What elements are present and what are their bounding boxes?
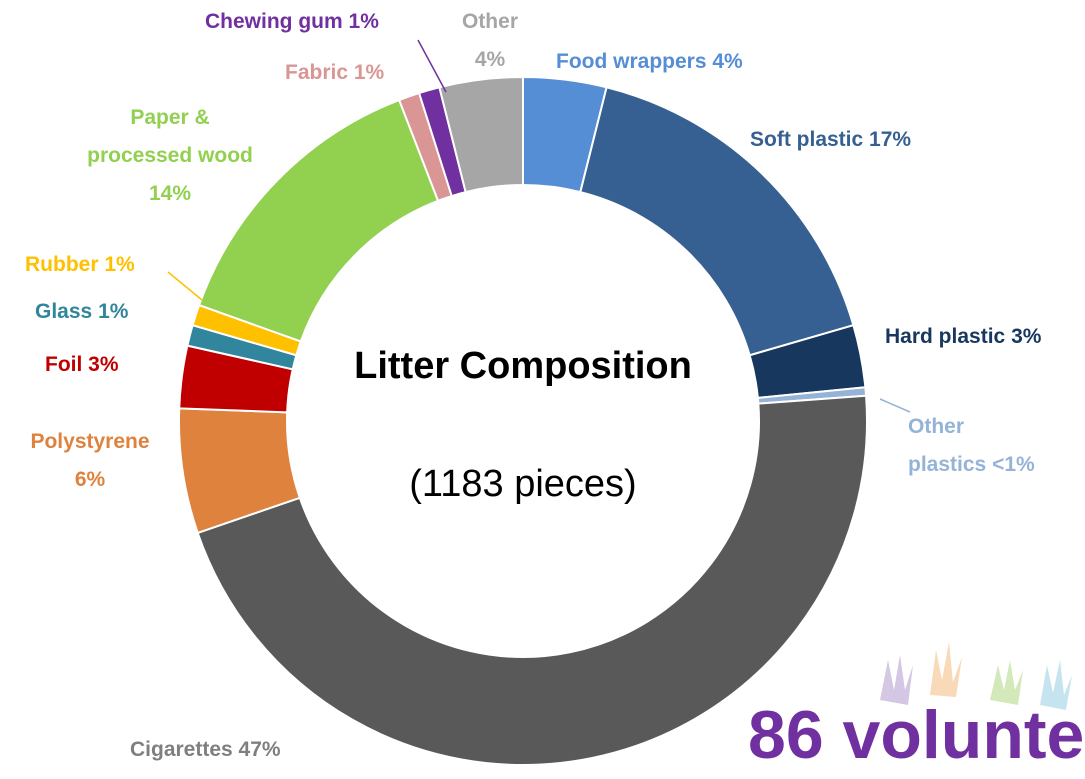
data-label: Chewing gum 1% bbox=[205, 3, 445, 41]
category-label: Rubber bbox=[25, 253, 99, 276]
donut-segment bbox=[438, 75, 524, 194]
data-label: Paper & processed wood 14% bbox=[80, 99, 260, 213]
data-label: Polystyrene 6% bbox=[20, 423, 160, 499]
category-label: Other bbox=[461, 10, 518, 33]
value-label: <1% bbox=[992, 453, 1035, 476]
value-label: 14% bbox=[148, 182, 192, 205]
category-label: Polystyrene bbox=[30, 430, 150, 453]
value-label: 17% bbox=[869, 128, 912, 151]
category-label: Paper & processed wood bbox=[87, 106, 253, 167]
category-label: Soft plastic bbox=[750, 128, 864, 151]
data-label: Hard plastic 3% bbox=[885, 318, 1045, 356]
data-label: Food wrappers 4% bbox=[556, 43, 816, 81]
data-label: Fabric 1% bbox=[285, 54, 435, 92]
category-label: Cigarettes bbox=[130, 738, 233, 761]
value-label: 1% bbox=[348, 10, 379, 33]
category-label: Glass bbox=[35, 300, 93, 323]
value-label: 6% bbox=[74, 468, 106, 491]
category-label: Fabric bbox=[285, 61, 349, 84]
category-label: Food wrappers bbox=[556, 50, 707, 73]
hands-decoration bbox=[880, 642, 1072, 710]
leader-line bbox=[879, 398, 911, 413]
value-label: 4% bbox=[474, 48, 506, 71]
data-label: Glass 1% bbox=[35, 293, 175, 331]
volunteers-annotation: 86 volunteers bbox=[748, 697, 1085, 773]
leader-line bbox=[167, 271, 203, 301]
data-label: Other 4% bbox=[455, 3, 525, 79]
value-label: 3% bbox=[88, 353, 119, 376]
category-label: Other plastics bbox=[908, 415, 987, 476]
value-label: 47% bbox=[238, 738, 281, 761]
data-label: Other plastics <1% bbox=[908, 408, 1048, 484]
data-label: Rubber 1% bbox=[25, 246, 195, 284]
chart-subtitle: (1183 pieces) bbox=[409, 463, 637, 505]
data-label: Cigarettes 47% bbox=[130, 731, 360, 769]
chart-title: Litter Composition bbox=[354, 345, 692, 387]
data-label: Foil 3% bbox=[45, 346, 165, 384]
donut-segment bbox=[196, 394, 868, 766]
category-label: Chewing gum bbox=[205, 10, 343, 33]
value-label: 1% bbox=[353, 61, 385, 84]
value-label: 1% bbox=[98, 300, 129, 323]
leader-line bbox=[417, 39, 447, 93]
value-label: 4% bbox=[712, 50, 743, 73]
value-label: 3% bbox=[1011, 325, 1042, 348]
category-label: Foil bbox=[45, 353, 83, 376]
category-label: Hard plastic bbox=[885, 325, 1006, 348]
value-label: 1% bbox=[104, 253, 135, 276]
data-label: Soft plastic 17% bbox=[750, 121, 980, 159]
